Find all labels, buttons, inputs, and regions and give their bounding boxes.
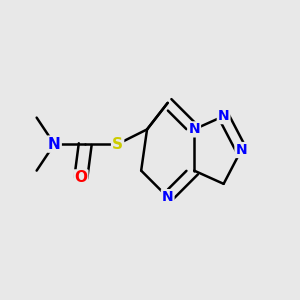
Text: N: N	[162, 190, 173, 204]
Text: N: N	[218, 109, 230, 123]
Text: S: S	[112, 136, 123, 152]
Text: N: N	[236, 143, 247, 157]
Text: O: O	[74, 170, 87, 185]
Text: N: N	[48, 136, 61, 152]
Text: N: N	[188, 122, 200, 136]
